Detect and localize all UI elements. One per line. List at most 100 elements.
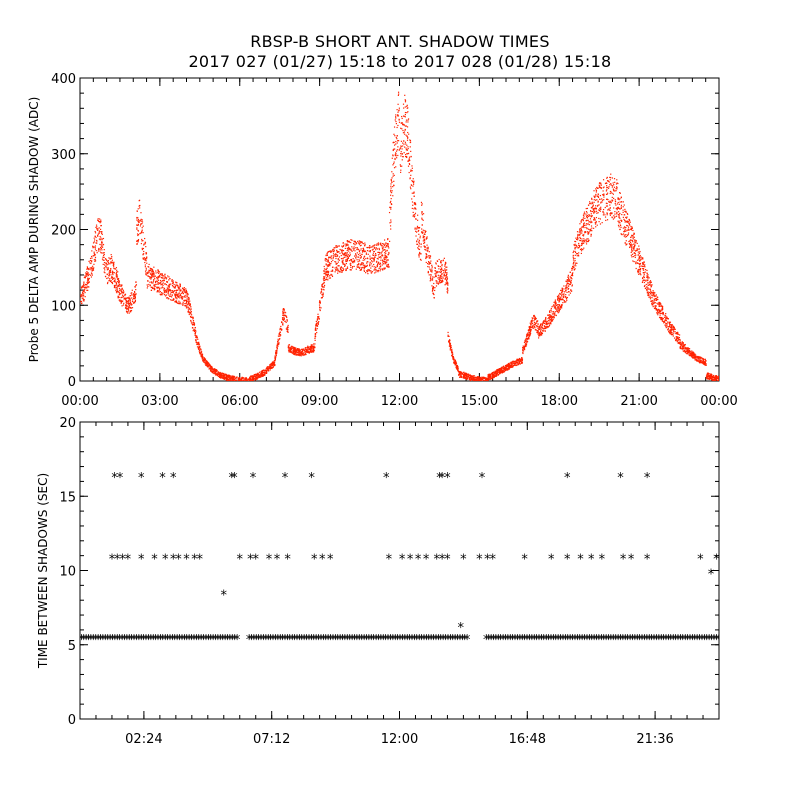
delta-amp-point [88,281,90,284]
delta-amp-point [153,285,155,287]
delta-amp-point [342,261,344,263]
delta-amp-point [233,376,235,378]
delta-amp-point [401,128,403,130]
delta-amp-point [552,318,554,320]
delta-amp-point [401,159,403,161]
delta-amp-point [265,371,267,374]
delta-amp-point [563,295,565,297]
delta-amp-point [306,350,308,353]
delta-amp-point [215,373,218,375]
delta-amp-point [329,265,331,267]
delta-amp-point [413,203,416,205]
delta-amp-point [425,261,427,264]
delta-amp-point [97,219,99,221]
delta-amp-point [381,245,383,247]
delta-amp-point [176,282,178,284]
delta-amp-point [526,342,528,344]
delta-amp-point [141,221,144,223]
delta-amp-point [377,254,380,256]
delta-amp-point [141,247,143,249]
delta-amp-point [145,272,147,274]
delta-amp-point [522,350,524,352]
delta-amp-point [158,282,160,284]
delta-amp-point [260,374,263,377]
delta-amp-point [397,124,399,127]
delta-amp-point [153,276,155,278]
delta-amp-point [376,243,378,245]
delta-amp-point [470,378,472,380]
delta-amp-point [360,263,362,265]
delta-amp-point [502,367,504,370]
delta-amp-point [228,375,230,377]
delta-amp-point [447,334,449,336]
delta-amp-point [559,298,561,300]
delta-amp-point [205,363,207,365]
delta-amp-point [178,287,180,289]
delta-amp-point [521,357,523,359]
delta-amp-point [441,276,443,278]
delta-amp-point [520,360,522,362]
delta-amp-point [325,274,327,276]
delta-amp-point [94,248,97,250]
delta-amp-point [360,257,362,259]
delta-amp-point [99,222,101,224]
delta-amp-point [145,269,147,271]
delta-amp-point [90,267,92,269]
delta-amp-point [260,376,262,378]
delta-amp-point [86,271,88,273]
delta-amp-point [144,261,146,264]
delta-amp-point [177,286,179,289]
delta-amp-point [254,378,256,380]
delta-amp-point [90,261,93,263]
delta-amp-point [386,265,388,267]
delta-amp-point [570,281,572,283]
delta-amp-point [122,292,124,294]
delta-amp-point [225,377,227,379]
delta-amp-point [195,340,197,342]
delta-amp-point [420,246,422,248]
delta-amp-point [156,287,159,289]
delta-amp-point [347,254,349,256]
delta-amp-point [135,284,138,286]
delta-amp-point [286,320,288,322]
delta-amp-point [509,366,511,368]
delta-amp-point [201,356,204,358]
delta-amp-point [326,278,328,281]
delta-amp-point [480,377,482,379]
delta-amp-point [327,275,329,277]
delta-amp-point [167,275,169,277]
delta-amp-point [363,269,365,271]
delta-amp-point [178,289,180,291]
delta-amp-point [119,285,121,287]
delta-amp-point [364,245,366,247]
delta-amp-point [281,321,283,323]
delta-amp-point [380,252,383,254]
delta-amp-point [348,246,350,248]
delta-amp-point [399,148,401,150]
delta-amp-point [113,262,115,264]
delta-amp-point [172,292,174,294]
delta-amp-point [499,370,501,372]
delta-amp-point [149,281,151,283]
delta-amp-point [143,257,146,259]
delta-amp-point [375,266,377,268]
delta-amp-point [177,296,179,299]
delta-amp-point [86,268,88,270]
delta-amp-point [134,296,136,298]
delta-amp-point [137,239,140,241]
delta-amp-point [87,277,89,279]
delta-amp-point [260,372,262,374]
delta-amp-point [560,296,562,298]
delta-amp-point [91,260,93,262]
delta-amp-point [199,353,201,355]
delta-amp-point [100,237,102,239]
delta-amp-point [126,297,128,299]
delta-amp-point [448,345,451,347]
delta-amp-point [383,244,386,246]
delta-amp-point [446,291,448,293]
delta-amp-point [370,267,372,269]
delta-amp-point [176,284,178,286]
delta-amp-point [548,324,551,326]
delta-amp-point [445,276,447,279]
delta-amp-point [179,297,181,299]
